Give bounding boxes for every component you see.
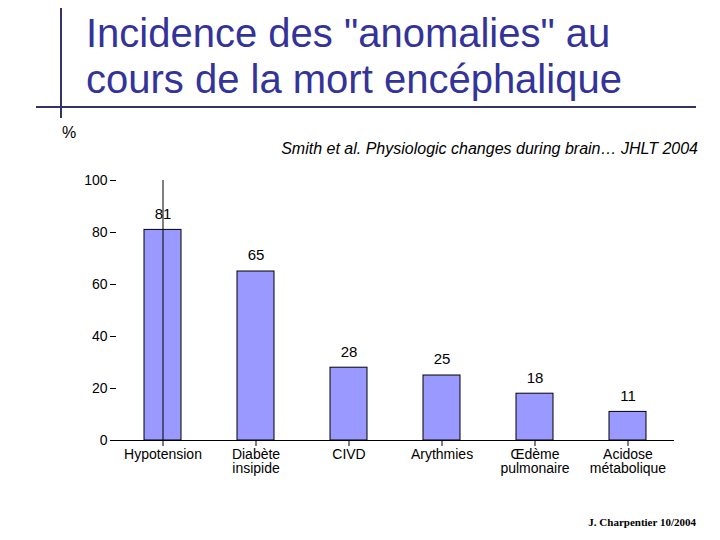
svg-text:0: 0 — [100, 432, 108, 448]
svg-text:25: 25 — [434, 350, 451, 367]
svg-text:100: 100 — [84, 172, 108, 188]
svg-text:Œdèmepulmonaire: Œdèmepulmonaire — [500, 446, 569, 476]
svg-text:81: 81 — [155, 205, 172, 222]
svg-text:CIVD: CIVD — [332, 446, 365, 462]
html-text:Incidence des "anomalies" au c: Incidence des "anomalies" au cours de la… — [86, 11, 622, 101]
svg-text:40: 40 — [92, 328, 108, 344]
svg-text:60: 60 — [92, 276, 108, 292]
svg-text:28: 28 — [341, 343, 358, 360]
svg-text:20: 20 — [92, 380, 108, 396]
svg-text:Diabèteinsipide: Diabèteinsipide — [232, 446, 280, 476]
svg-text:Arythmies: Arythmies — [411, 446, 473, 462]
svg-text:80: 80 — [92, 224, 108, 240]
svg-text:Hypotension: Hypotension — [124, 446, 202, 462]
html-text:Smith et al. Physiologic chang: Smith et al. Physiologic changes during … — [281, 140, 698, 157]
svg-text:11: 11 — [620, 387, 636, 404]
svg-text:65: 65 — [248, 246, 265, 263]
html-text:J. Charpentier 10/2004: J. Charpentier 10/2004 — [588, 516, 696, 528]
svg-text:Acidosemétabolique: Acidosemétabolique — [590, 446, 666, 476]
svg-text:18: 18 — [527, 369, 544, 386]
